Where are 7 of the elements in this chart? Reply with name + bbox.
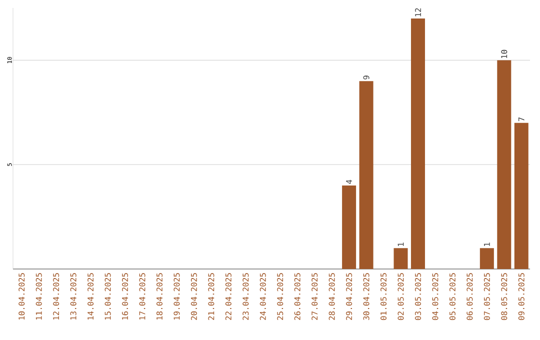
bar [359,81,374,269]
bar [497,60,512,269]
bar [394,248,408,269]
bar [342,185,356,269]
bar [410,18,425,269]
bar [480,248,494,269]
bar [514,122,528,269]
